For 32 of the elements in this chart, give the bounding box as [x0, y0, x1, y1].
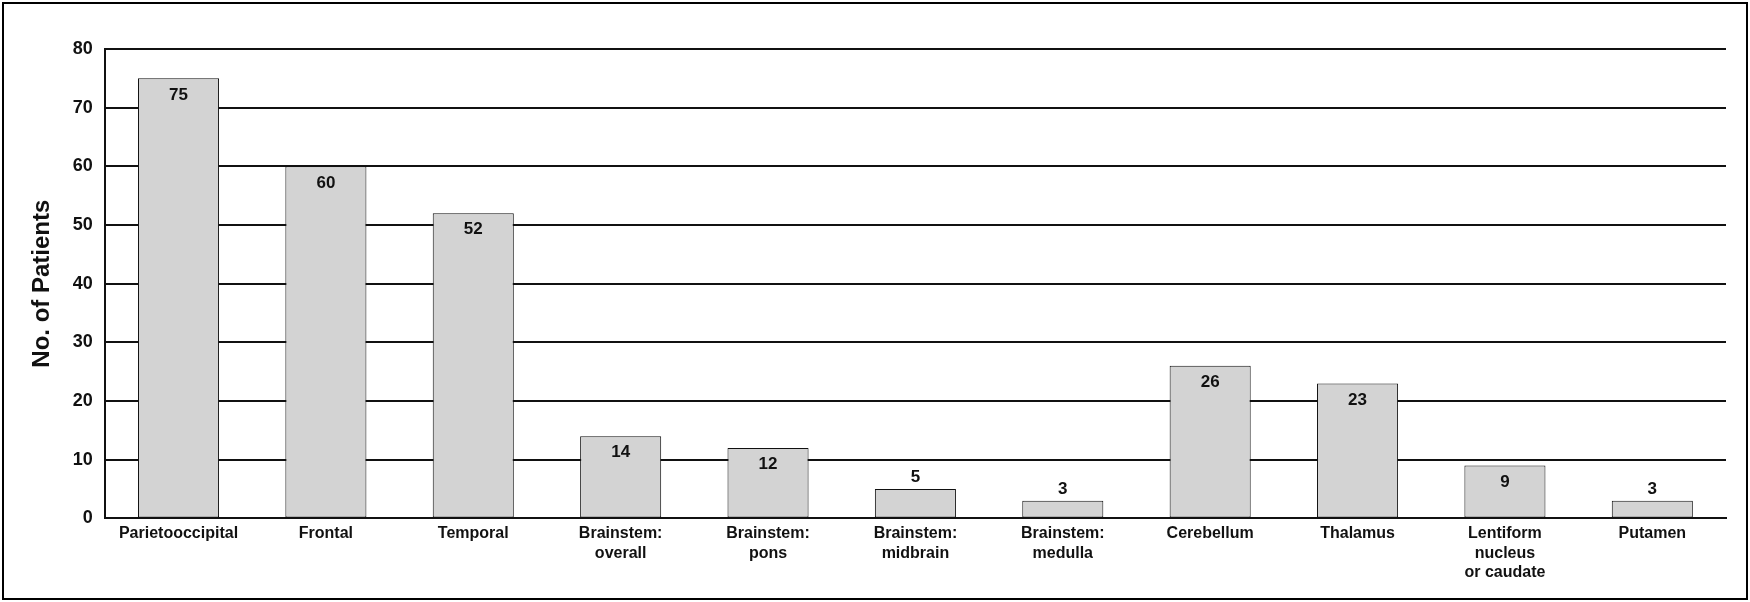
data-label: 14 — [611, 442, 631, 462]
data-label: 12 — [758, 454, 778, 474]
x-tick-label: Temporal — [437, 524, 509, 542]
y-tick-label: 50 — [72, 213, 93, 234]
y-tick-label: 20 — [72, 390, 93, 411]
data-label: 9 — [1500, 471, 1510, 491]
x-tick-label: Lentiform nucleus or caudate — [1464, 524, 1546, 580]
x-tick-label: Putamen — [1618, 524, 1687, 542]
data-label: 23 — [1348, 389, 1368, 409]
y-tick-label: 30 — [72, 331, 93, 352]
y-axis-title: No. of Patients — [27, 199, 55, 368]
data-label: 3 — [1647, 478, 1658, 498]
y-tick-label: 70 — [72, 96, 93, 117]
x-tick-label: Brainstem: pons — [726, 524, 810, 561]
x-tick-label: Brainstem: midbrain — [873, 524, 958, 561]
data-label: 75 — [169, 84, 188, 104]
x-tick-label: Thalamus — [1320, 524, 1395, 542]
x-tick-label: Parietooccipital — [118, 524, 239, 542]
x-tick-label: Brainstem: overall — [578, 524, 663, 561]
y-tick-label: 80 — [72, 37, 93, 58]
data-label: 3 — [1058, 478, 1068, 498]
y-tick-label: 10 — [72, 448, 93, 469]
y-tick-label: 60 — [72, 155, 93, 176]
data-label: 26 — [1200, 372, 1220, 392]
x-tick-label: Cerebellum — [1166, 524, 1254, 542]
y-tick-label: 40 — [72, 272, 93, 293]
x-tick-label: Frontal — [298, 524, 353, 542]
data-label: 5 — [910, 467, 921, 487]
y-tick-label: 0 — [82, 507, 93, 528]
data-label: 60 — [316, 172, 336, 192]
x-tick-label: Brainstem: medulla — [1021, 524, 1105, 561]
data-label: 52 — [463, 219, 483, 239]
